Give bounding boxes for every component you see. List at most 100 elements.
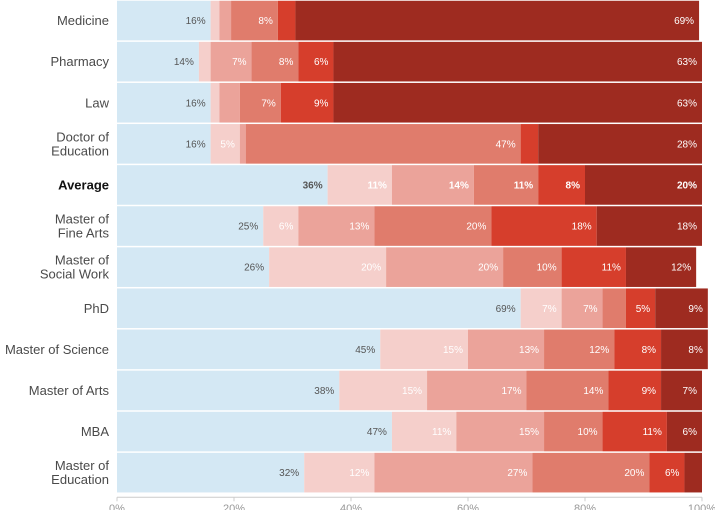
bar-segment	[219, 82, 240, 123]
category-label-line: Master of Arts	[29, 383, 110, 398]
category-label: Master of Science	[5, 342, 109, 357]
data-label: 7%	[583, 304, 598, 315]
data-label: 8%	[258, 16, 273, 27]
data-label: 6%	[314, 57, 329, 68]
data-label: 14%	[583, 386, 603, 397]
bar-segment	[117, 329, 381, 370]
x-tick-label: 80%	[574, 503, 596, 510]
category-label: Average	[58, 177, 109, 192]
bar-segment	[520, 124, 539, 164]
x-axis: 0% 20% 40% 60% 80% 100%	[109, 496, 715, 510]
bar-segment	[210, 82, 220, 123]
bar-segment	[503, 247, 562, 287]
data-label: 12%	[589, 345, 609, 356]
bar-segment	[391, 165, 474, 205]
bar-row: 26% 20% 20% 10% 11% 12% Master of Social Work	[40, 247, 697, 287]
data-label: 47%	[367, 427, 387, 438]
data-label: 26%	[244, 263, 264, 274]
data-label: 8%	[566, 180, 581, 191]
category-label: Doctor of Education	[51, 129, 109, 158]
bar-segment	[538, 165, 585, 205]
data-label: 11%	[602, 263, 621, 274]
bar-row: 36% 11% 14% 11% 8% 20% Average	[58, 165, 702, 205]
category-label-line: MBA	[81, 424, 110, 439]
bar-row: 32% 12% 27% 20% 6% Master of Education	[51, 452, 702, 493]
data-label: 20%	[466, 222, 486, 233]
category-label-line: Master of	[55, 458, 110, 473]
bar-segment	[210, 124, 240, 164]
data-label: 5%	[220, 139, 235, 150]
category-label: Master of Social Work	[40, 253, 110, 282]
data-label: 6%	[665, 468, 680, 479]
data-label: 10%	[537, 263, 557, 274]
data-label: 8%	[642, 345, 657, 356]
data-label: 9%	[642, 386, 657, 397]
bar-segment	[491, 206, 597, 246]
data-label: 27%	[507, 468, 527, 479]
bar-segment	[538, 124, 702, 164]
bar-segment	[210, 41, 252, 82]
category-label-line: Master of Science	[5, 342, 109, 357]
category-label-line: Law	[85, 95, 109, 110]
bar-segment	[210, 0, 220, 41]
data-label: 5%	[636, 304, 651, 315]
category-label-line: Pharmacy	[50, 54, 109, 69]
bar-row: 14% 7% 8% 6% 63% Pharmacy	[50, 41, 702, 82]
category-label: Master of Arts	[29, 383, 110, 398]
data-label: 10%	[578, 427, 598, 438]
x-tick-label: 0%	[109, 503, 125, 510]
data-label: 20%	[478, 263, 498, 274]
category-label: Medicine	[57, 13, 109, 28]
bar-row: 69% 7% 7% 5% 9% PhD	[84, 288, 708, 329]
bar-segment	[117, 41, 199, 82]
bar-segment	[427, 370, 527, 411]
data-label: 15%	[402, 386, 422, 397]
data-label: 69%	[674, 16, 694, 27]
category-label: Master of Fine Arts	[55, 212, 110, 241]
bar-segment	[327, 165, 392, 205]
bar-segment	[666, 411, 702, 452]
bar-segment	[544, 329, 615, 370]
bar-row: 45% 15% 13% 12% 8% 8% Master of Science	[5, 329, 708, 370]
x-tick-label: 40%	[340, 503, 362, 510]
data-label: 36%	[303, 180, 323, 191]
data-label: 8%	[688, 345, 703, 356]
bar-segment	[117, 82, 211, 123]
bar-segment	[561, 247, 626, 287]
bar-segment	[585, 165, 702, 205]
bar-segment	[277, 0, 296, 41]
data-label: 6%	[683, 427, 698, 438]
data-label: 13%	[349, 222, 369, 233]
bar-segment	[374, 452, 533, 493]
bar-segment	[117, 370, 340, 411]
bar-segment	[117, 247, 270, 287]
category-label: PhD	[84, 301, 109, 316]
bar-segment	[661, 329, 708, 370]
data-label: 8%	[279, 57, 294, 68]
data-label: 15%	[443, 345, 463, 356]
bar-segment	[608, 370, 662, 411]
bar-segment	[198, 41, 211, 82]
data-label: 11%	[367, 180, 387, 191]
bar-segment	[269, 247, 387, 287]
category-label-line: Education	[51, 472, 109, 487]
bar-segment	[625, 288, 656, 329]
bar-segment	[684, 452, 702, 493]
data-label: 38%	[314, 386, 334, 397]
bar-segment	[473, 165, 539, 205]
bar-segment	[117, 124, 211, 164]
data-label: 9%	[688, 304, 703, 315]
bar-segment	[117, 452, 305, 493]
data-label: 25%	[238, 222, 258, 233]
bar-segment	[526, 370, 609, 411]
bar-segment	[280, 82, 334, 123]
bar-segment	[374, 206, 492, 246]
category-label-line: PhD	[84, 301, 109, 316]
data-label: 18%	[572, 222, 592, 233]
bar-segment	[544, 411, 603, 452]
data-label: 6%	[279, 222, 294, 233]
data-label: 16%	[186, 16, 206, 27]
data-label: 7%	[261, 98, 276, 109]
data-label: 63%	[677, 98, 697, 109]
